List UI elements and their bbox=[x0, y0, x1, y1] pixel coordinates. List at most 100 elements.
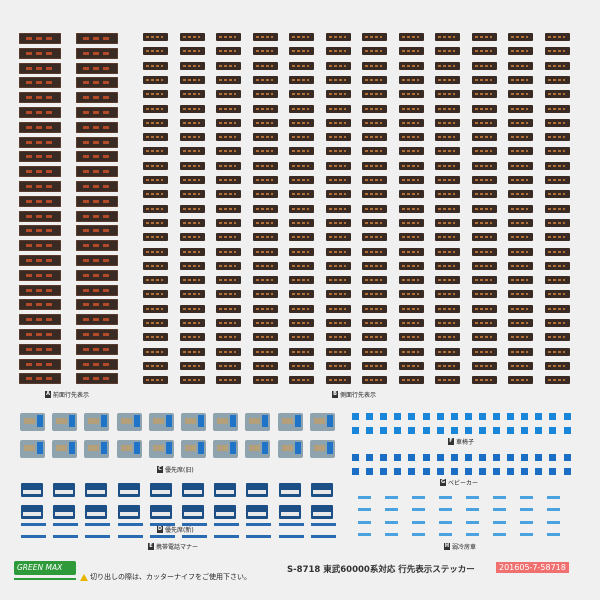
side-destination-sticker bbox=[289, 119, 314, 127]
side-destination-sticker bbox=[435, 47, 460, 55]
front-destination-sticker bbox=[19, 196, 61, 207]
side-destination-sticker bbox=[472, 262, 497, 270]
side-destination-sticker bbox=[435, 33, 460, 41]
weak-ac-car-sticker bbox=[439, 533, 452, 536]
mobile-manner-sticker bbox=[311, 523, 336, 526]
side-destination-sticker bbox=[435, 219, 460, 227]
side-destination-sticker bbox=[180, 105, 205, 113]
side-destination-sticker bbox=[362, 147, 387, 155]
side-destination-sticker bbox=[326, 348, 351, 356]
front-destination-sticker bbox=[76, 314, 118, 325]
wheelchair-sticker bbox=[437, 427, 444, 434]
side-destination-sticker bbox=[216, 219, 241, 227]
side-destination-sticker bbox=[326, 219, 351, 227]
wheelchair-sticker bbox=[408, 413, 415, 420]
side-destination-sticker bbox=[362, 248, 387, 256]
side-destination-sticker bbox=[362, 47, 387, 55]
side-destination-sticker bbox=[216, 90, 241, 98]
stroller-sticker bbox=[465, 454, 472, 461]
mobile-manner-sticker bbox=[182, 535, 207, 538]
mobile-manner-sticker bbox=[214, 535, 239, 538]
side-destination-sticker bbox=[435, 276, 460, 284]
side-destination-sticker bbox=[362, 376, 387, 384]
mobile-manner-sticker bbox=[246, 535, 271, 538]
wheelchair-sticker bbox=[564, 413, 571, 420]
side-destination-sticker bbox=[399, 290, 424, 298]
side-destination-sticker bbox=[289, 176, 314, 184]
side-destination-sticker bbox=[289, 90, 314, 98]
side-destination-sticker bbox=[435, 162, 460, 170]
side-destination-sticker bbox=[508, 105, 533, 113]
side-destination-sticker bbox=[326, 133, 351, 141]
side-destination-sticker bbox=[362, 90, 387, 98]
side-destination-sticker bbox=[545, 133, 570, 141]
side-destination-sticker bbox=[253, 105, 278, 113]
side-destination-sticker bbox=[362, 133, 387, 141]
side-destination-sticker bbox=[180, 319, 205, 327]
wheelchair-sticker bbox=[423, 427, 430, 434]
weak-ac-car-sticker bbox=[439, 521, 452, 524]
priority-seat-old-sticker bbox=[278, 413, 303, 431]
side-destination-sticker bbox=[545, 205, 570, 213]
wheelchair-sticker bbox=[366, 413, 373, 420]
side-destination-sticker bbox=[253, 47, 278, 55]
wheelchair-sticker bbox=[437, 413, 444, 420]
side-destination-sticker bbox=[289, 133, 314, 141]
side-destination-sticker bbox=[326, 248, 351, 256]
side-destination-sticker bbox=[508, 319, 533, 327]
side-destination-sticker bbox=[362, 219, 387, 227]
side-destination-sticker bbox=[472, 233, 497, 241]
front-destination-sticker bbox=[76, 299, 118, 310]
side-destination-sticker bbox=[435, 248, 460, 256]
side-destination-sticker bbox=[143, 262, 168, 270]
side-destination-sticker bbox=[399, 276, 424, 284]
side-destination-sticker bbox=[180, 190, 205, 198]
front-destination-sticker bbox=[19, 373, 61, 384]
side-destination-sticker bbox=[326, 90, 351, 98]
section-label-c: C 優先席(旧) bbox=[157, 466, 194, 474]
side-destination-sticker bbox=[253, 262, 278, 270]
side-destination-sticker bbox=[143, 219, 168, 227]
side-destination-sticker bbox=[143, 276, 168, 284]
side-destination-sticker bbox=[472, 190, 497, 198]
side-destination-sticker bbox=[472, 33, 497, 41]
side-destination-sticker bbox=[289, 205, 314, 213]
side-destination-sticker bbox=[399, 133, 424, 141]
wheelchair-sticker bbox=[535, 427, 542, 434]
side-destination-sticker bbox=[180, 348, 205, 356]
side-destination-sticker bbox=[326, 262, 351, 270]
side-destination-sticker bbox=[289, 162, 314, 170]
front-destination-sticker bbox=[19, 299, 61, 310]
side-destination-sticker bbox=[180, 305, 205, 313]
side-destination-sticker bbox=[472, 276, 497, 284]
side-destination-sticker bbox=[253, 290, 278, 298]
stroller-sticker bbox=[408, 468, 415, 475]
side-destination-sticker bbox=[326, 190, 351, 198]
side-destination-sticker bbox=[253, 133, 278, 141]
side-destination-sticker bbox=[435, 290, 460, 298]
stroller-sticker bbox=[465, 468, 472, 475]
side-destination-sticker bbox=[472, 147, 497, 155]
stroller-sticker bbox=[521, 454, 528, 461]
side-destination-sticker bbox=[253, 162, 278, 170]
side-destination-sticker bbox=[399, 248, 424, 256]
side-destination-sticker bbox=[216, 319, 241, 327]
side-destination-sticker bbox=[472, 219, 497, 227]
stroller-sticker bbox=[437, 468, 444, 475]
side-destination-sticker bbox=[289, 248, 314, 256]
side-destination-sticker bbox=[326, 362, 351, 370]
side-destination-sticker bbox=[216, 76, 241, 84]
wheelchair-sticker bbox=[451, 413, 458, 420]
wheelchair-sticker bbox=[465, 427, 472, 434]
side-destination-sticker bbox=[289, 62, 314, 70]
priority-seat-old-sticker bbox=[310, 440, 335, 458]
weak-ac-car-sticker bbox=[547, 496, 560, 499]
front-destination-sticker bbox=[19, 107, 61, 118]
front-destination-sticker bbox=[76, 48, 118, 59]
side-destination-sticker bbox=[545, 233, 570, 241]
side-destination-sticker bbox=[143, 62, 168, 70]
side-destination-sticker bbox=[289, 233, 314, 241]
side-destination-sticker bbox=[289, 219, 314, 227]
mobile-manner-sticker bbox=[85, 523, 110, 526]
side-destination-sticker bbox=[289, 362, 314, 370]
